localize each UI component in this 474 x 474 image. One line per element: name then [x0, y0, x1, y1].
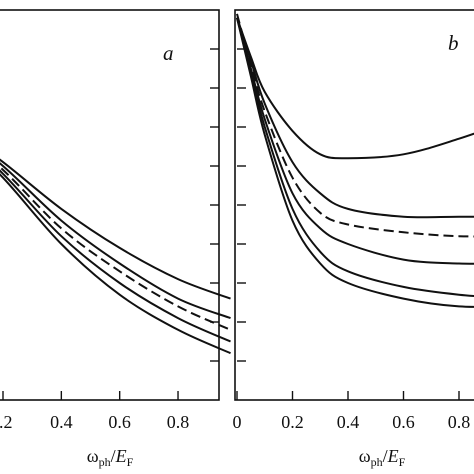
series-line-4 [236, 17, 474, 265]
series-line-2 [0, 162, 231, 320]
panel-a-letter: a [163, 41, 174, 65]
series-line-3 [0, 165, 231, 331]
series-line-1 [236, 17, 474, 160]
panel-b-x-axis-label: ωph/EF [359, 446, 406, 469]
x-tick-label: .2 [0, 412, 13, 432]
panel-a-x-axis-label: ωph/EF [87, 446, 134, 469]
panel-b: b 0 0.2 0.4 0.6 0.8 ωph/EF [233, 9, 474, 469]
panel-b-curves [236, 13, 474, 308]
panel-a: a .2 0.4 0.6 0.8 ωph/EF [0, 9, 231, 469]
panel-b-x-ticks: 0 0.2 0.4 0.6 0.8 [233, 391, 471, 432]
x-tick-label: 0.2 [281, 412, 304, 432]
series-line-1 [0, 158, 231, 300]
panel-b-frame [234, 9, 474, 401]
series-line-5 [0, 173, 231, 355]
x-tick-label: 0.6 [392, 412, 415, 432]
x-tick-label: 0.6 [108, 412, 131, 432]
series-line-3 [236, 13, 474, 238]
panel-a-curves [0, 158, 231, 355]
panel-b-y-ticks [237, 48, 246, 362]
x-tick-label: 0.4 [337, 412, 360, 432]
series-line-5 [236, 17, 474, 298]
x-tick-label: 0.4 [50, 412, 73, 432]
series-line-6 [236, 17, 474, 308]
panel-b-letter: b [448, 31, 459, 55]
x-tick-label: 0.8 [448, 412, 471, 432]
series-line-2 [236, 17, 474, 219]
series-line-4 [0, 169, 231, 343]
x-tick-label: 0.8 [167, 412, 190, 432]
panel-a-x-ticks: .2 0.4 0.6 0.8 [0, 391, 189, 432]
x-tick-label: 0 [233, 412, 242, 432]
panel-a-y-ticks [210, 48, 219, 362]
